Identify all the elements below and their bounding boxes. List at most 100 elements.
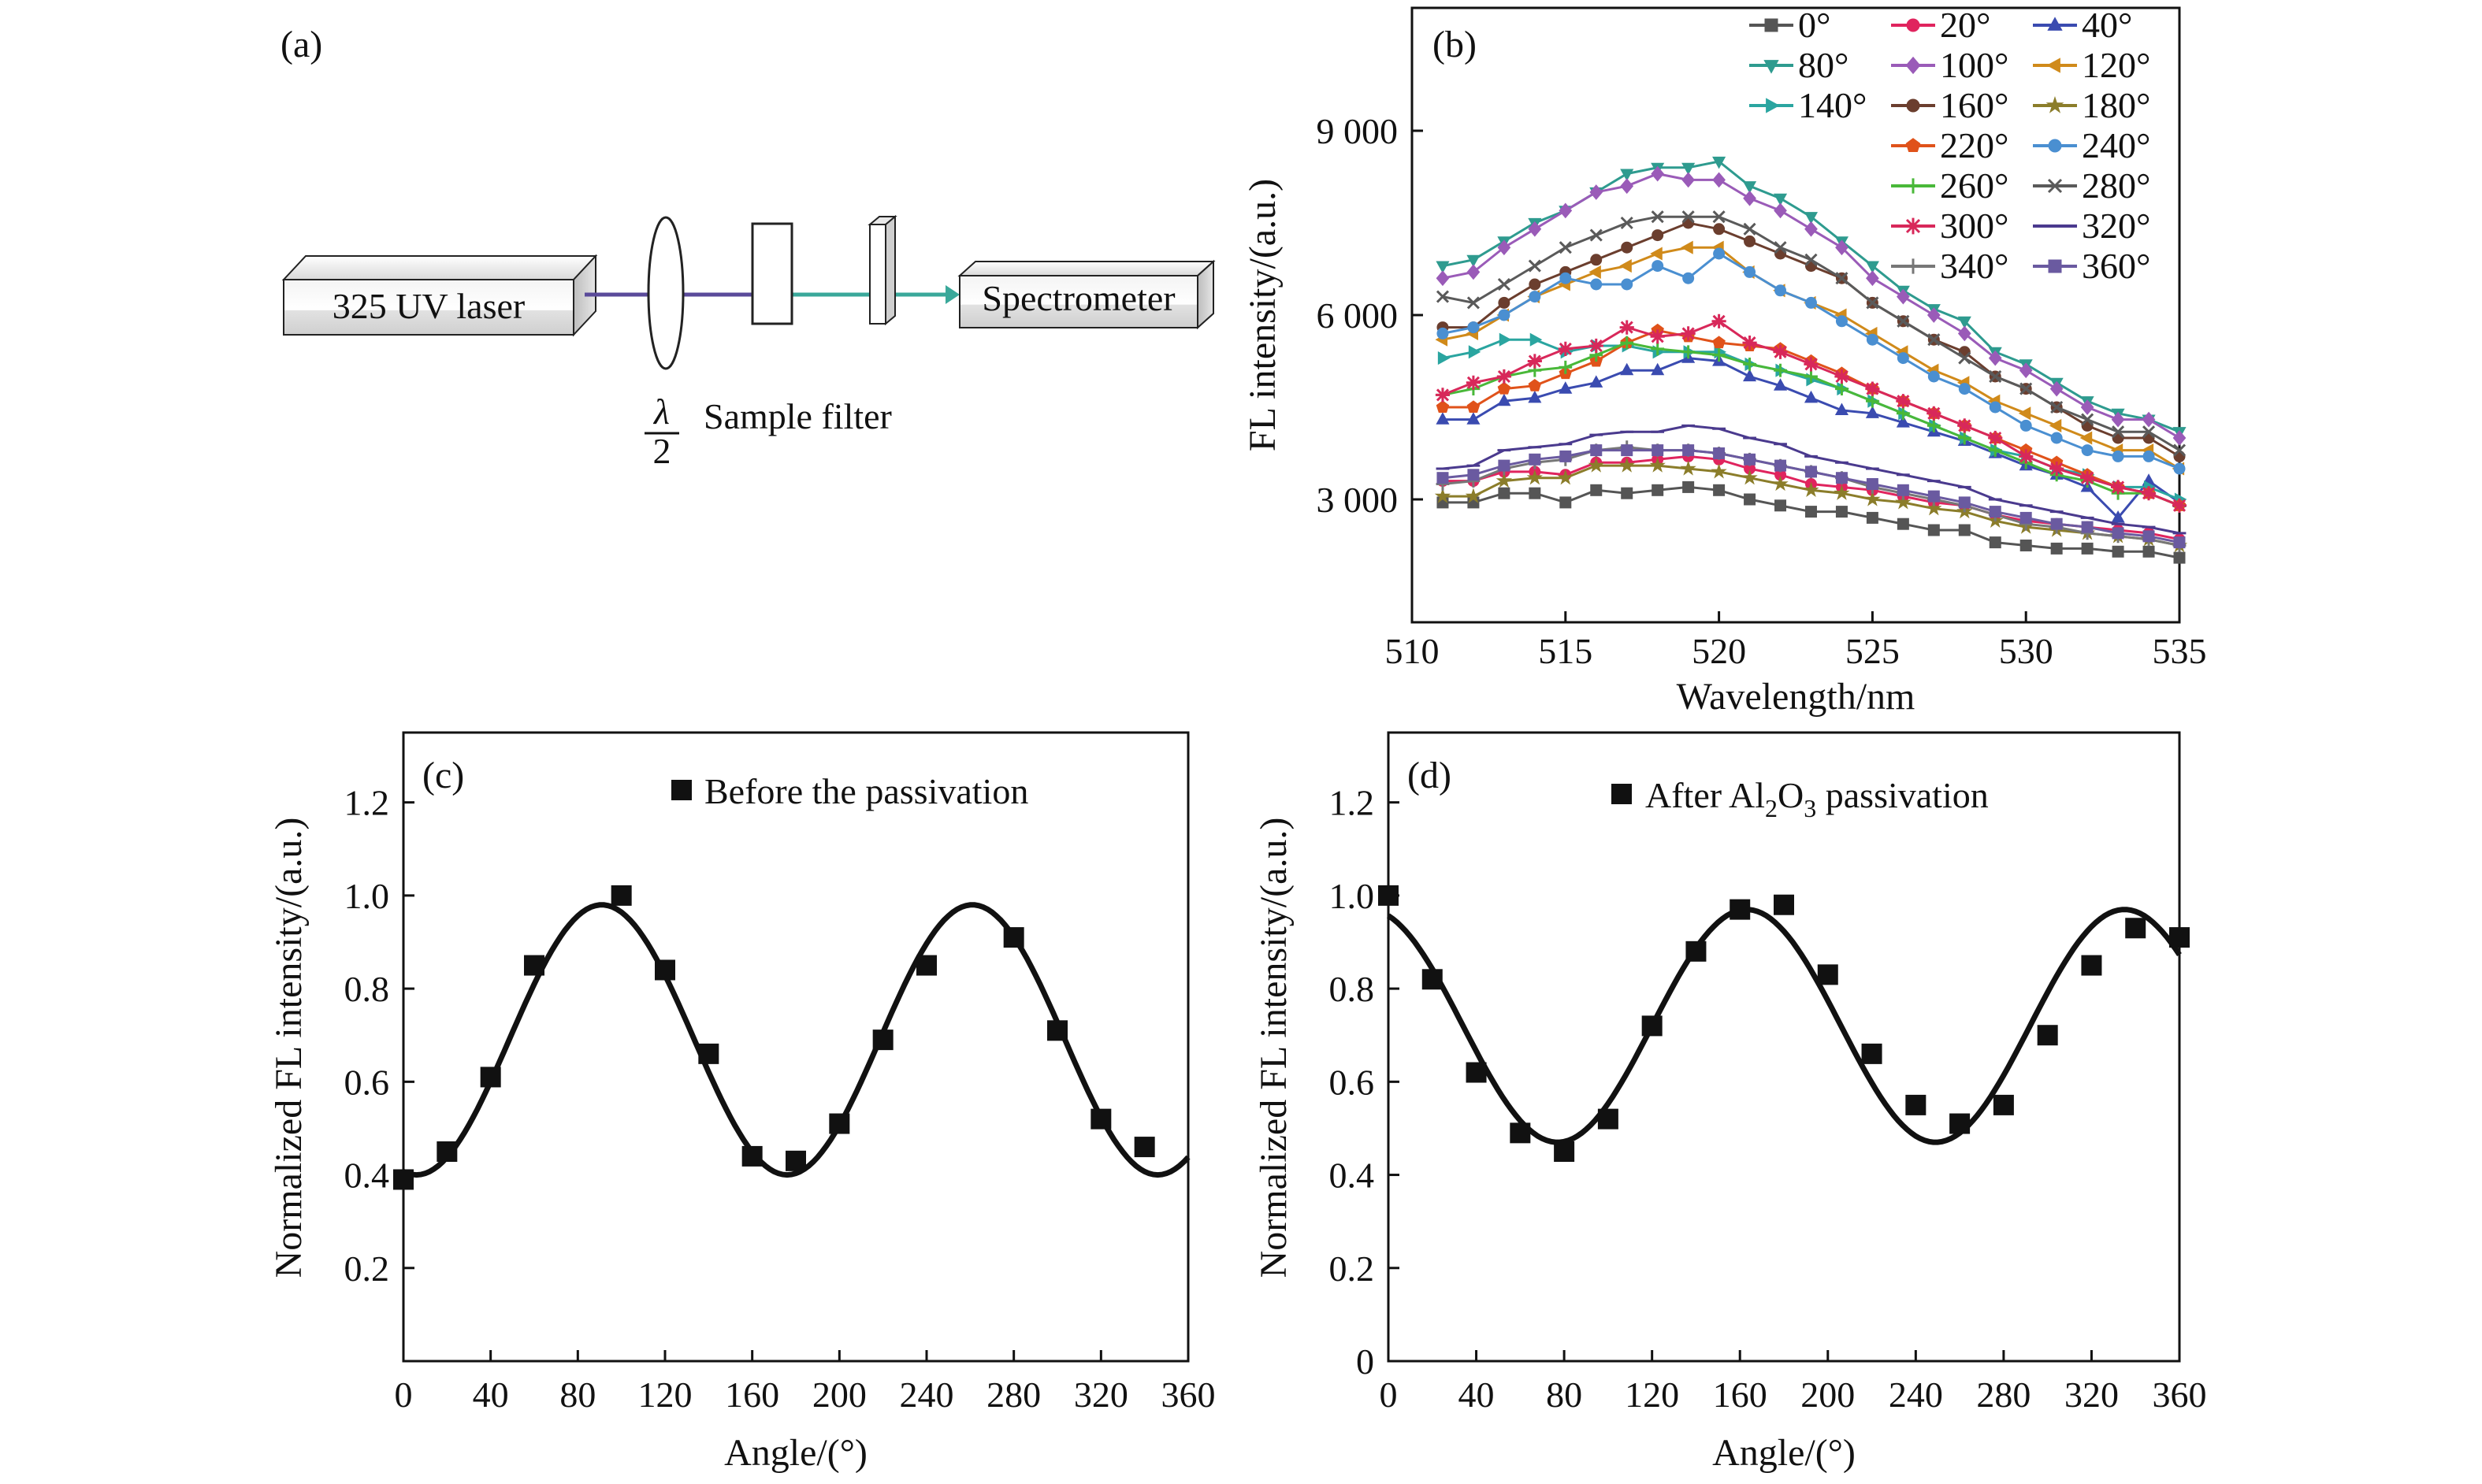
beam-arrowhead — [946, 285, 960, 304]
panel-b-point — [1649, 457, 1666, 473]
spectrometer-box: Spectrometer — [957, 259, 1216, 330]
panel-d-data-point — [2125, 918, 2146, 939]
panel-c-data-point — [1047, 1020, 1068, 1041]
legend-text-prefix: After Al — [1645, 775, 1765, 815]
panel-b-legend-marker — [1905, 178, 1921, 194]
panel-b-point — [2111, 411, 2125, 428]
panel-b-point — [1958, 496, 1971, 509]
panel-b-point — [1437, 351, 1451, 365]
panel-b-point — [1774, 284, 1787, 297]
panel-b-point — [1496, 472, 1513, 488]
panel-b-series — [1435, 313, 2187, 513]
panel-b-point — [1744, 235, 1756, 247]
panel-c-xtick-label: 160 — [725, 1375, 779, 1415]
panel-c-xtick-label: 120 — [638, 1375, 693, 1415]
panel-b-legend-marker — [2047, 17, 2063, 31]
panel-b-legend-marker — [1904, 217, 1922, 235]
panel-b-legend-entry: 300° — [1891, 206, 2008, 246]
panel-b-point — [1743, 181, 1757, 194]
panel-b-point — [1743, 190, 1756, 206]
panel-b-point — [2142, 545, 2155, 558]
panel-c-xlabel: Angle/(°) — [724, 1432, 868, 1474]
panel-b-point — [1744, 493, 1756, 506]
panel-b-point — [1682, 480, 1695, 493]
panel-b-point — [1774, 241, 1787, 254]
panel-b-point — [1744, 265, 1756, 278]
panel-d-xtick-label: 360 — [2153, 1375, 2207, 1415]
panel-b-point — [1774, 499, 1787, 512]
panel-d-data-point — [1949, 1113, 1971, 1134]
panel-b-legend-marker — [1906, 18, 1920, 32]
legend-subscript-1: 2 — [1765, 794, 1778, 822]
panel-d-ylabel: Normalized FL intensity/(a.u.) — [1253, 818, 1295, 1278]
panel-b-point — [2049, 380, 2064, 397]
panel-b-point — [1713, 247, 1726, 260]
panel-d-legend-text: After Al2O3 passivation — [1645, 775, 1989, 822]
halfwave-numerator: λ — [652, 391, 670, 432]
panel-b-point — [1467, 321, 1480, 334]
halfwave-denominator: 2 — [653, 431, 671, 471]
panel-b-point — [1957, 316, 1971, 329]
panel-b-point — [2173, 551, 2186, 564]
panel-b-point — [1620, 216, 1633, 230]
panel-b-point — [1468, 345, 1481, 359]
panel-b-legend-entry: 140° — [1749, 85, 1867, 125]
panel-b-legend-entry: 20° — [1891, 5, 1990, 45]
panel-b-point — [1436, 412, 1450, 425]
panel-b-series — [1436, 247, 2186, 475]
panel-b-legend-entry: 340° — [1891, 246, 2008, 286]
panel-b-point — [1528, 221, 1542, 237]
panel-d-ytick-label: 0 — [1356, 1341, 1374, 1382]
panel-b-point — [1559, 202, 1573, 219]
panel-b-point — [1712, 348, 1726, 362]
panel-c-label: (c) — [422, 755, 464, 796]
panel-b-point — [1804, 357, 1819, 372]
panel-b-point — [1866, 478, 1878, 490]
panel-b-legend-entry: 180° — [2033, 85, 2150, 125]
panel-b-point — [1526, 469, 1544, 485]
panel-d-data-point — [2169, 927, 2190, 948]
panel-b-point — [1989, 506, 2001, 518]
panel-c-xtick-label: 0 — [395, 1375, 413, 1415]
panel-b-legend-entry: 40° — [2033, 5, 2132, 45]
panel-b-point — [1682, 444, 1695, 457]
panel-d-xtick-label: 120 — [1625, 1375, 1679, 1415]
panel-b-point — [1497, 393, 1511, 406]
panel-d-data-point — [1730, 899, 1751, 920]
panel-b-point — [1865, 406, 1879, 418]
panel-b-point — [1590, 254, 1603, 266]
panel-b-point — [1712, 172, 1726, 188]
panel-b-legend-entry: 100° — [1891, 45, 2008, 85]
panel-b-point — [1711, 463, 1727, 479]
panel-b-point — [1588, 338, 1603, 354]
panel-b-point — [1772, 475, 1789, 492]
panel-c-chart: (c) Before the passivation 0 40 80 120 160 20… — [268, 731, 1216, 1474]
panel-b-legend-label: 320° — [2082, 206, 2150, 246]
panel-b-point — [1435, 388, 1451, 403]
panel-d-ytick-label: 1.0 — [1329, 876, 1375, 916]
panel-b-point — [1958, 351, 1971, 365]
panel-b-point — [1897, 484, 1909, 496]
panel-b-point — [2142, 411, 2156, 428]
panel-b-point — [1466, 264, 1481, 280]
panel-c-data-point — [829, 1113, 850, 1134]
panel-b-point — [1650, 329, 1665, 344]
panel-b-point — [1988, 430, 2003, 446]
panel-b-point — [1743, 369, 1757, 382]
sample-block — [751, 222, 793, 325]
panel-b-legend-entry: 0° — [1749, 5, 1830, 45]
panel-b-point — [2081, 542, 2094, 555]
panel-b-point — [2142, 450, 2155, 462]
panel-b-point — [1588, 457, 1604, 473]
panel-b-legend-entry: 240° — [2033, 125, 2150, 165]
panel-b-point — [1529, 453, 1541, 466]
panel-b-point — [1866, 296, 1879, 310]
panel-b-point — [1436, 270, 1450, 287]
panel-b-point — [1589, 184, 1603, 200]
panel-b-point — [1774, 459, 1787, 472]
panel-b-point — [2019, 362, 2033, 379]
panel-b-legend-label: 80° — [1798, 45, 1848, 85]
panel-b-legend-label: 240° — [2082, 125, 2150, 165]
panel-b-legend-entry: 160° — [1891, 85, 2008, 125]
panel-b-legend-label: 20° — [1940, 5, 1990, 45]
